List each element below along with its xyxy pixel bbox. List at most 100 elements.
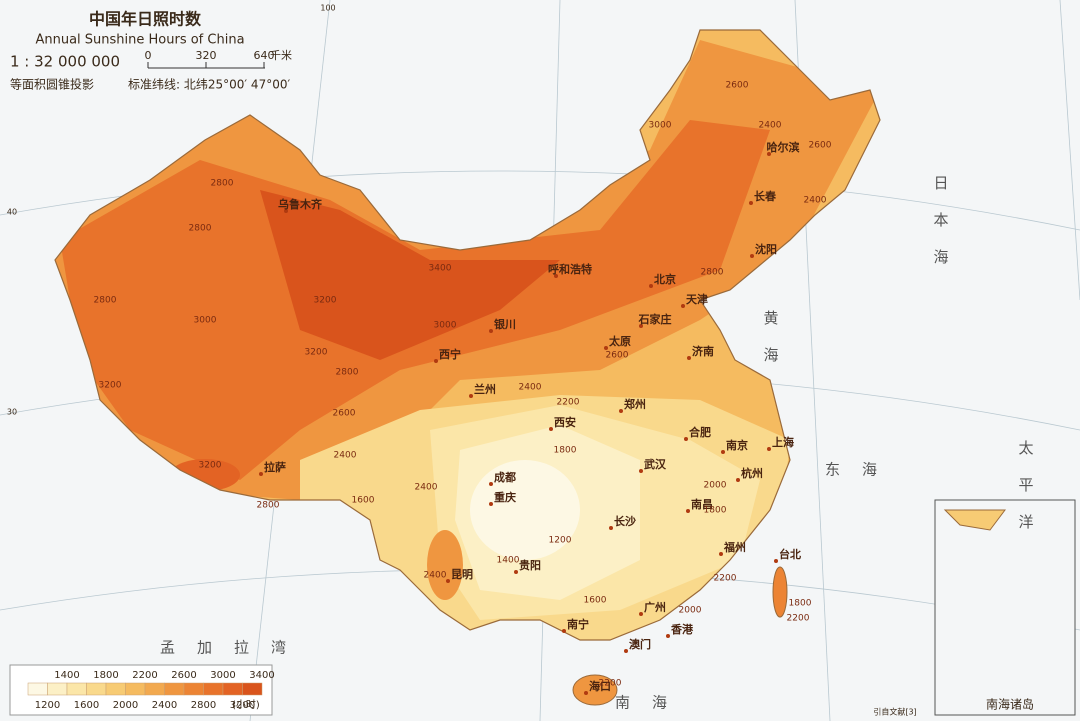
legend-swatch bbox=[47, 682, 68, 696]
city-dot bbox=[721, 450, 725, 454]
sea-label: 孟加拉湾 bbox=[160, 639, 308, 657]
city-label: 拉萨 bbox=[264, 460, 286, 474]
contour-label: 3000 bbox=[434, 321, 457, 331]
city-dot bbox=[489, 502, 493, 506]
city-label: 广州 bbox=[644, 600, 666, 614]
contour-label: 2800 bbox=[189, 224, 212, 234]
legend-label: 3200 bbox=[230, 700, 255, 711]
city-dot bbox=[639, 612, 643, 616]
legend-label: 2800 bbox=[191, 700, 216, 711]
city-dot bbox=[549, 427, 553, 431]
contour-label: 2000 bbox=[704, 481, 727, 491]
sea-label: 黄海 bbox=[762, 310, 780, 384]
contour-label: 2400 bbox=[334, 451, 357, 461]
legend-swatch bbox=[125, 682, 146, 696]
city-label: 长春 bbox=[754, 189, 777, 203]
city-dot bbox=[469, 394, 473, 398]
city-label: 郑州 bbox=[624, 397, 646, 411]
scale-unit: 千米 bbox=[270, 49, 292, 62]
city-dot bbox=[584, 691, 588, 695]
legend-unit: (小时) bbox=[232, 699, 260, 711]
projection: 等面积圆锥投影 bbox=[10, 77, 94, 92]
legend-swatch bbox=[27, 682, 48, 696]
city-label: 兰州 bbox=[474, 382, 496, 396]
contour-label: 2200 bbox=[599, 679, 622, 689]
city-dot bbox=[639, 469, 643, 473]
city-label: 贵阳 bbox=[519, 558, 541, 572]
legend-label: 2400 bbox=[152, 700, 177, 711]
city-dot bbox=[489, 329, 493, 333]
title: 中国年日照时数 bbox=[89, 10, 202, 29]
city-dot bbox=[604, 346, 608, 350]
city-label: 上海 bbox=[772, 435, 794, 449]
subtitle: Annual Sunshine Hours of China bbox=[35, 33, 244, 48]
contour-label: 3200 bbox=[199, 461, 222, 471]
legend-swatch bbox=[144, 682, 165, 696]
contour-label: 1600 bbox=[352, 496, 375, 506]
scale-tick-label: 320 bbox=[196, 49, 217, 62]
contour-label: 3400 bbox=[429, 264, 452, 274]
legend-swatch bbox=[242, 682, 263, 696]
city-dot bbox=[639, 324, 643, 328]
contour-label: 2200 bbox=[714, 574, 737, 584]
city-label: 南宁 bbox=[567, 617, 589, 631]
city-dot bbox=[489, 482, 493, 486]
contour-label: 1800 bbox=[554, 446, 577, 456]
city-label: 成都 bbox=[494, 470, 516, 484]
inset-coast bbox=[943, 509, 1006, 531]
legend-label: 1200 bbox=[35, 700, 60, 711]
city-dot bbox=[767, 447, 771, 451]
city-label: 南昌 bbox=[691, 497, 713, 511]
source: 引自文献[3] bbox=[873, 707, 916, 717]
city-label: 乌鲁木齐 bbox=[278, 197, 323, 211]
city-label: 太原 bbox=[608, 334, 631, 348]
city-label: 杭州 bbox=[741, 466, 763, 480]
contour-label: 1800 bbox=[789, 599, 812, 609]
city-dot bbox=[554, 274, 558, 278]
contour-label: 2800 bbox=[701, 268, 724, 278]
legend-swatch bbox=[86, 682, 107, 696]
city-dot bbox=[619, 409, 623, 413]
city-dot bbox=[767, 152, 771, 156]
scale-tick-label: 0 bbox=[145, 49, 152, 62]
city-dot bbox=[514, 570, 518, 574]
city-label: 呼和浩特 bbox=[548, 262, 592, 276]
city-label: 北京 bbox=[654, 272, 676, 286]
city-label: 重庆 bbox=[494, 490, 516, 504]
city-dot bbox=[684, 437, 688, 441]
legend-label: 1600 bbox=[74, 700, 99, 711]
contour-label: 2400 bbox=[424, 571, 447, 581]
sea-label: 东海 bbox=[825, 461, 899, 479]
contour-label: 3200 bbox=[314, 296, 337, 306]
city-dot bbox=[609, 526, 613, 530]
city-label: 福州 bbox=[723, 540, 746, 554]
city-label: 银川 bbox=[494, 317, 516, 331]
city-dot bbox=[719, 552, 723, 556]
city-label: 台北 bbox=[779, 547, 801, 561]
contour-label: 1400 bbox=[497, 556, 520, 566]
city-dot bbox=[686, 509, 690, 513]
contour-label: 1200 bbox=[549, 536, 572, 546]
contour-label: 2200 bbox=[787, 614, 810, 624]
contour-label: 1800 bbox=[704, 506, 727, 516]
city-label: 长沙 bbox=[614, 514, 636, 528]
contour-label: 2600 bbox=[333, 409, 356, 419]
contour-label: 2600 bbox=[606, 351, 629, 361]
legend-label: 1400 bbox=[54, 670, 79, 681]
contour-label: 1600 bbox=[584, 596, 607, 606]
contour-label: 2400 bbox=[759, 121, 782, 131]
contour-label: 2800 bbox=[336, 368, 359, 378]
city-dot bbox=[284, 209, 288, 213]
city-dot bbox=[562, 629, 566, 633]
city-dot bbox=[774, 559, 778, 563]
scale-tick-label: 640 bbox=[254, 49, 275, 62]
city-label: 西宁 bbox=[439, 347, 461, 361]
legend-label: 3400 bbox=[249, 670, 274, 681]
city-label: 昆明 bbox=[451, 568, 473, 581]
legend-swatch bbox=[203, 682, 224, 696]
contour-label: 3200 bbox=[305, 348, 328, 358]
graticule-label: 30 bbox=[7, 408, 17, 417]
contour-label: 2800 bbox=[94, 296, 117, 306]
graticule-label: 40 bbox=[7, 208, 17, 217]
